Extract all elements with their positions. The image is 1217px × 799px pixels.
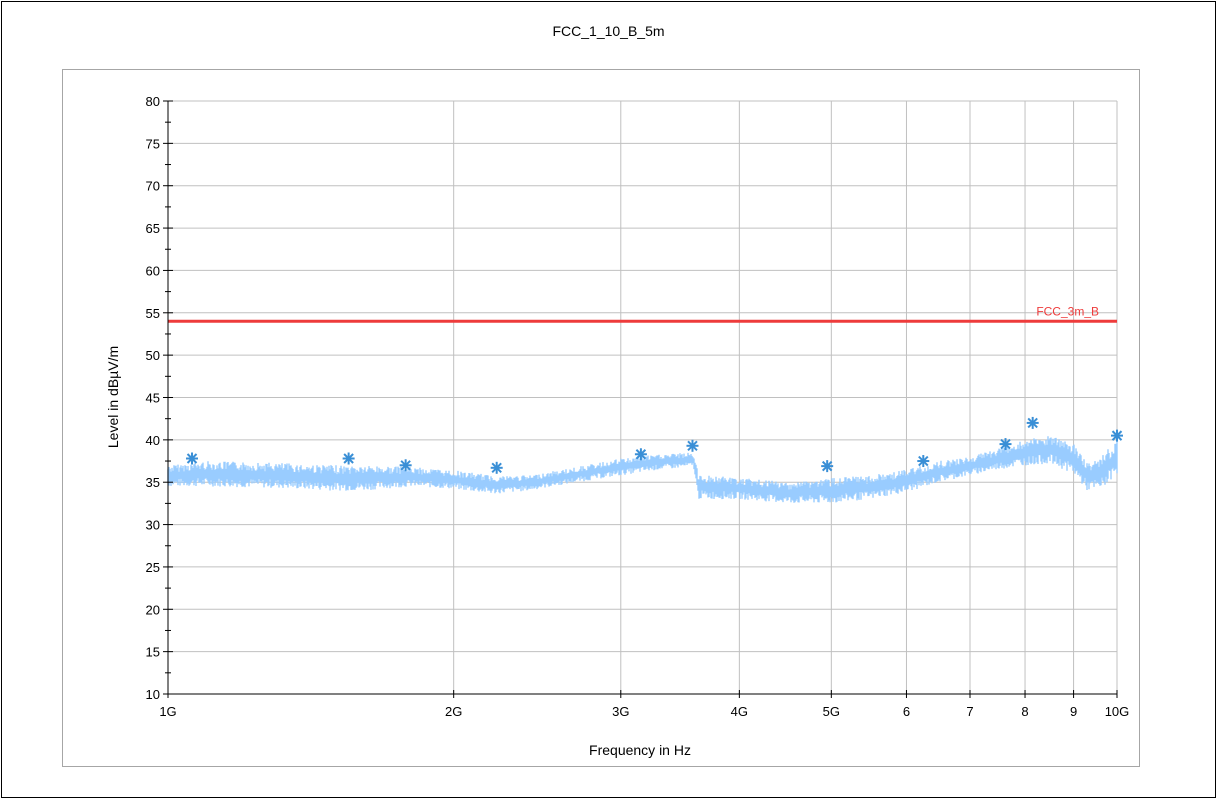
marker-stroke [918,455,929,467]
y-tick-label: 80 [146,94,160,109]
marker-stroke [821,460,833,472]
peak-marker [342,452,355,465]
x-axis-label: Frequency in Hz [589,742,691,758]
x-tick-label: 6 [903,704,910,719]
axes: 10 15 20 25 30 35 40 45 50 55 60 65 70 75 80 1G 2G 3G 4G 5G… [146,94,1130,719]
peak-marker [490,461,503,474]
x-tick-label: 2G [445,704,462,719]
x-tick-label: 1G [159,704,176,719]
marker-stroke [491,462,502,474]
y-tick-label: 40 [146,433,160,448]
y-tick-label: 70 [146,179,160,194]
marker-stroke [635,449,647,460]
limit-line-group: FCC_3m_B [168,304,1117,323]
x-tick-label: 5G [823,704,840,719]
marker-stroke [1111,430,1123,441]
peak-marker [999,438,1012,451]
y-tick-label: 15 [146,645,160,660]
peak-marker [186,452,199,465]
peak-marker [917,455,930,468]
chart-title: FCC_1_10_B_5m [552,23,665,39]
peak-marker [1111,429,1123,442]
peak-marker [399,459,412,472]
y-tick-label: 30 [146,518,160,533]
y-tick-label: 75 [146,136,160,151]
y-tick-label: 55 [146,306,160,321]
measurement-band [167,436,1118,503]
marker-stroke [1000,438,1011,450]
x-tick-label: 3G [612,704,629,719]
peak-marker [821,460,834,473]
peak-markers [186,416,1123,474]
marker-stroke [400,460,411,471]
y-tick-label: 50 [146,348,160,363]
peak-marker [686,439,699,452]
y-tick-label: 65 [146,221,160,236]
x-tick-label: 10G [1105,704,1130,719]
y-tick-label: 45 [146,391,160,406]
x-tick-label: 4G [731,704,748,719]
grid [167,100,1118,695]
marker-stroke [186,453,198,464]
y-tick-label: 20 [146,602,160,617]
y-tick-label: 60 [146,263,160,278]
peak-marker [634,448,647,461]
marker-stroke [343,453,354,464]
x-tick-label: 7 [966,704,973,719]
x-tick-label: 8 [1021,704,1028,719]
y-axis-label: Level in dBµV/m [105,346,121,448]
marker-stroke [1027,417,1038,429]
marker-stroke [687,440,698,451]
y-tick-label: 35 [146,475,160,490]
y-tick-label: 10 [146,687,160,702]
limit-line-label: FCC_3m_B [1036,304,1099,318]
peak-marker [1026,416,1039,429]
y-tick-label: 25 [146,560,160,575]
x-tick-label: 9 [1070,704,1077,719]
measurement-trace [167,436,1118,503]
